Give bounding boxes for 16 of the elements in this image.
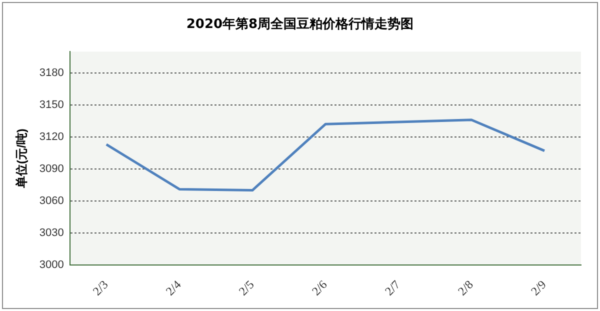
y-tick-label: 3150	[39, 98, 64, 111]
chart-title: 2020年第8周全国豆粕价格行情走势图	[185, 16, 415, 33]
x-tick-label: 2/6	[309, 278, 330, 298]
y-tick-label: 3060	[39, 194, 64, 207]
y-axis-title: 单位(元/吨)	[14, 128, 29, 189]
y-tick-label: 3120	[39, 130, 64, 143]
x-tick-label: 2/9	[528, 278, 549, 298]
x-tick-label: 2/4	[163, 278, 184, 298]
x-tick-label: 2/7	[382, 278, 403, 298]
y-tick-label: 3180	[39, 66, 64, 79]
y-tick-label: 3000	[39, 259, 64, 272]
y-tick-label: 3030	[39, 227, 64, 239]
x-tick-label: 2/8	[455, 278, 476, 298]
y-tick-label: 3090	[39, 162, 64, 175]
x-tick-label: 2/5	[236, 278, 257, 298]
x-tick-label: 2/3	[90, 278, 111, 298]
